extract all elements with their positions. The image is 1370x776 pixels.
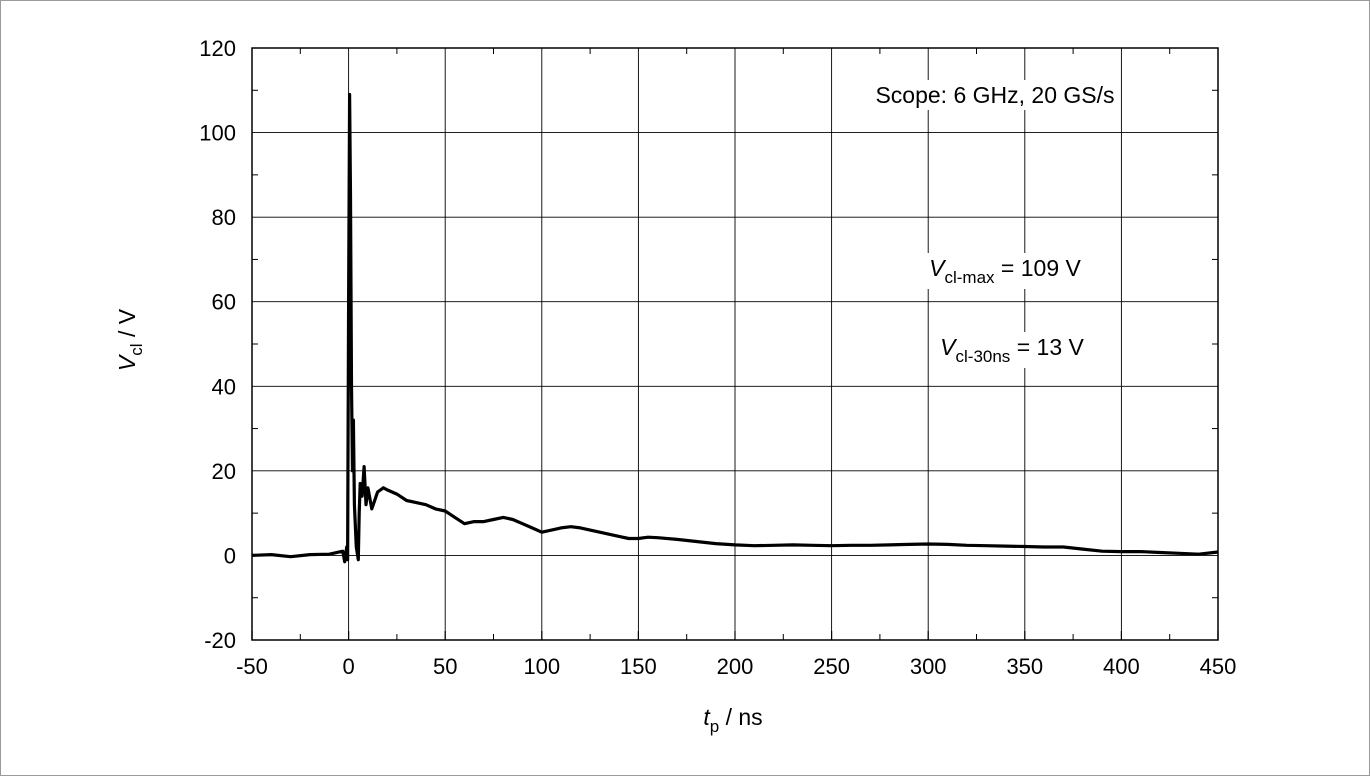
- y-tick-label: 60: [212, 290, 236, 315]
- v30-text: = 13 V: [1010, 334, 1084, 360]
- x-tick-label: 250: [813, 654, 850, 679]
- annotation-backgrounds: [869, 80, 1121, 368]
- x-tick-label: 400: [1103, 654, 1140, 679]
- annotation-background: [934, 332, 1091, 368]
- x-tick-label: 0: [342, 654, 354, 679]
- x-tick-label: 450: [1200, 654, 1237, 679]
- y-tick-label: 0: [224, 543, 236, 568]
- vmax-annotation: Vcl-max = 109 V: [929, 255, 1081, 287]
- y-tick-label: 100: [199, 121, 236, 146]
- vmax-text: = 109 V: [995, 255, 1082, 281]
- y-tick-label: -20: [204, 628, 236, 653]
- x-tick-label: 100: [523, 654, 560, 679]
- y-axis-sub: cl: [127, 343, 146, 355]
- y-axis-label: Vcl / V: [114, 308, 146, 371]
- v30-annotation: Vcl-30ns = 13 V: [940, 334, 1084, 366]
- y-tick-label: 20: [212, 459, 236, 484]
- x-axis-var: t: [703, 704, 711, 730]
- vmax-sub: cl-max: [944, 268, 995, 287]
- annotation-background: [923, 253, 1088, 289]
- x-axis-sub: p: [710, 717, 719, 736]
- x-tick-label: 200: [717, 654, 754, 679]
- series-line: [251, 92, 1219, 564]
- x-axis-unit: / ns: [719, 704, 762, 730]
- annotation-background: [869, 80, 1121, 110]
- y-tick-label: 80: [212, 205, 236, 230]
- y-axis-unit: / V: [114, 308, 140, 343]
- scope-annotation: Scope: 6 GHz, 20 GS/s: [875, 82, 1114, 108]
- ticks: -50 0 50 100 150 200 250 300 350 400 450 -20 0 20 40 60…: [199, 36, 1236, 679]
- x-tick-label: 350: [1006, 654, 1043, 679]
- x-tick-label: 50: [433, 654, 457, 679]
- series-layer: [251, 92, 1219, 564]
- v30-var: V: [940, 334, 958, 360]
- y-axis-var: V: [114, 353, 140, 371]
- y-tick-label: 120: [199, 36, 236, 61]
- y-tick-label: 40: [212, 374, 236, 399]
- vmax-var: V: [929, 255, 947, 281]
- x-axis-label: tp / ns: [703, 704, 762, 736]
- x-tick-label: -50: [236, 654, 268, 679]
- x-tick-label: 150: [620, 654, 657, 679]
- v30-sub: cl-30ns: [956, 347, 1011, 366]
- x-tick-label: 300: [910, 654, 947, 679]
